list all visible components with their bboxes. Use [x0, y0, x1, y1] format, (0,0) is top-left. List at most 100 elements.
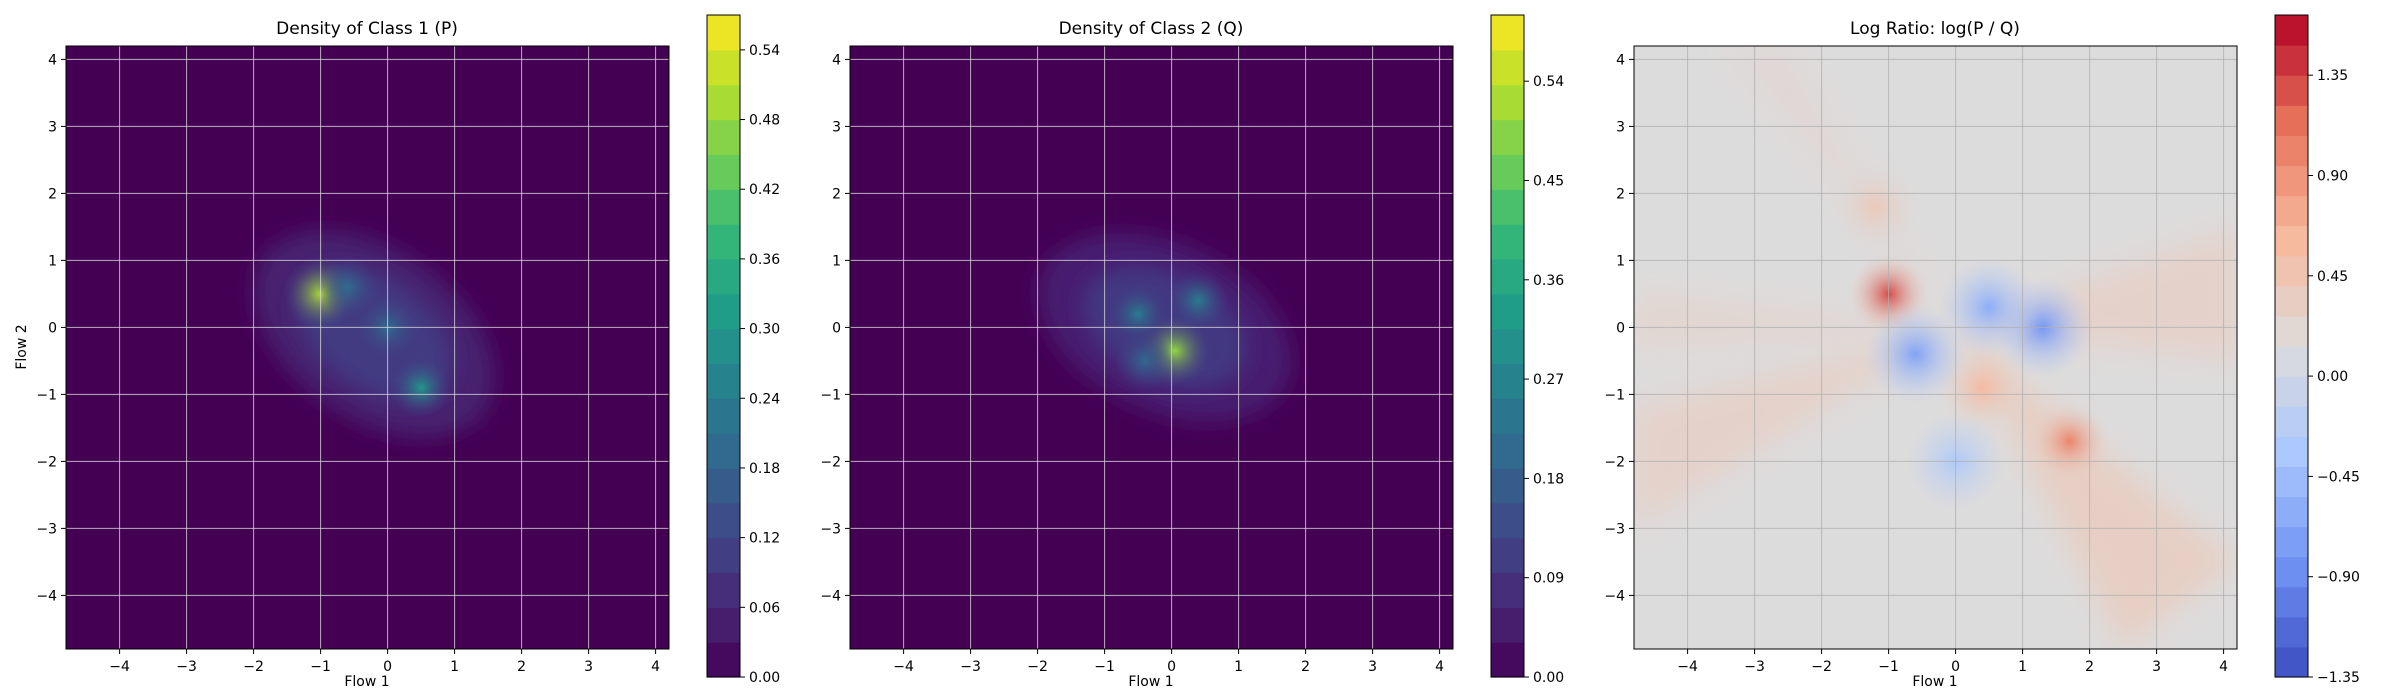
panel-3-colorbar-band [2275, 285, 2308, 317]
panel-3-x-tick-label: −3 [1744, 659, 1765, 675]
panel-1-y-tick-label: −2 [36, 454, 57, 470]
panel-3-colorbar-band [2275, 646, 2308, 678]
panel-1-colorbar-band [707, 502, 740, 539]
panel-2-colorbar-tick-label: 0.36 [1533, 273, 1564, 289]
panel-3-colorbar-band [2275, 15, 2308, 46]
panel-3-y-tick-label: 4 [1616, 52, 1625, 68]
panel-3-colorbar-band [2275, 466, 2308, 498]
panel-3-ratio-hotspot [1824, 156, 1926, 258]
panel-3-colorbar-tick-label: −0.90 [2317, 570, 2360, 586]
panel-2-density-peak [1168, 270, 1229, 331]
panel-1-density-peak [317, 257, 378, 318]
panel-1-x-tick-label: 3 [584, 659, 593, 675]
panel-1-x-tick-label: −1 [310, 659, 331, 675]
panel-3-y-tick-label: −1 [1604, 387, 1625, 403]
panel-3-title: Log Ratio: log(P / Q) [1850, 19, 2020, 39]
panel-3-colorbar-band [2275, 165, 2308, 197]
panel-2-x-tick-label: −2 [1027, 659, 1048, 675]
panel-2-colorbar-band [1491, 572, 1524, 608]
panel-3-colorbar: −1.35 −0.90 −0.45 0.00 0.45 0.90 1.35 [2274, 14, 2360, 686]
panel-2-y-tick-label: 2 [832, 186, 841, 202]
panel-1-colorbar-band [707, 572, 740, 608]
panel-2-x-axis-label: Flow 1 [1128, 674, 1173, 690]
panel-3-ratio-hotspot [2029, 401, 2110, 482]
panel-1-colorbar-band [707, 224, 740, 260]
panel-2-colorbar-band [1491, 433, 1524, 469]
panel-1-colorbar-band [707, 642, 740, 678]
panel-3-colorbar-band [2275, 406, 2308, 437]
panel-2-y-tick-label: 3 [832, 119, 841, 135]
panel-1-x-tick-label: 0 [383, 659, 392, 675]
panel-3-y-tick-label: −2 [1604, 454, 1625, 470]
panel-2-colorbar-band [1491, 189, 1524, 225]
panel-2-colorbar-band [1491, 328, 1524, 365]
panel-3-plot [1633, 45, 2238, 650]
panel-3-colorbar-tick-label: 0.45 [2317, 269, 2348, 285]
panel-3-ratio-hotspot [1938, 257, 2040, 358]
panel-1-y-tick-label: −4 [36, 588, 57, 604]
panel-2-colorbar-tick-label: 0.45 [1533, 174, 1564, 190]
panel-2-colorbar-ticks: 0.00 0.09 0.18 0.27 0.36 0.45 0.54 [1524, 74, 1564, 686]
panel-1-colorbar-band [707, 15, 740, 51]
panel-3-colorbar-band [2275, 496, 2308, 528]
panel-2-colorbar-band [1491, 537, 1524, 574]
panel-2-colorbar-band [1491, 642, 1524, 678]
panel-2-x-tick-label: 4 [1435, 659, 1444, 675]
panel-1-colorbar-tick-label: 0.30 [749, 322, 780, 338]
panel-1-x-tick-label: −4 [109, 659, 130, 675]
panel-1-colorbar-band [707, 189, 740, 225]
panel-2-colorbar-frame [1490, 14, 1525, 678]
panel-3-y-tick-label: 1 [1616, 253, 1625, 269]
panel-1-plot-frame [65, 45, 670, 650]
panel-2-x-tick-label: 2 [1301, 659, 1310, 675]
panel-2-colorbar-band [1491, 293, 1524, 330]
panel-3-y-tick-label: −4 [1604, 588, 1625, 604]
panel-3-plot-frame [1633, 45, 2238, 650]
panel-3-grid [1634, 46, 2237, 649]
panel-3-colorbar-band [2275, 526, 2308, 558]
panel-3: Log Ratio: log(P / Q) −4 −3 −2 −1 0 1 2 3 4 −4 −3… [1604, 14, 2360, 690]
panel-2-y-tick-label: −3 [820, 521, 841, 537]
panel-3-y-tick-label: 3 [1616, 119, 1625, 135]
panel-3-colorbar-band [2275, 436, 2308, 467]
panel-1-plot [65, 45, 670, 650]
panel-1-colorbar-band [707, 49, 740, 86]
panel-3-colorbar-band [2275, 225, 2308, 257]
panel-2-y-tick-label: 1 [832, 253, 841, 269]
panel-2-colorbar-band [1491, 224, 1524, 260]
panel-3-colorbar-band [2275, 315, 2308, 347]
panel-2-density-peak [1107, 283, 1169, 345]
panel-1-colorbar: 0.00 0.06 0.12 0.18 0.24 0.30 0.36 0.42 0.48 0.54 [706, 14, 780, 686]
panel-2-y-tick-label: −2 [820, 454, 841, 470]
panel-3-colorbar-band [2275, 75, 2308, 106]
panel-3-heatmap [1634, 46, 2237, 649]
panel-1-colorbar-band [707, 398, 740, 434]
panel-3-colorbar-tick-label: −0.45 [2317, 469, 2360, 485]
panel-3-x-tick-label: −2 [1811, 659, 1832, 675]
panel-2: Density of Class 2 (Q) −4 −3 −2 −1 0 1 2 3 4 −4−… [820, 14, 1564, 690]
panel-1-x-axis-label: Flow 1 [344, 674, 389, 690]
panel-3-colorbar-band [2275, 556, 2308, 588]
panel-2-colorbar-band [1491, 363, 1524, 399]
panel-1-colorbar-band [707, 328, 740, 365]
panel-3-y-tick-label: 2 [1616, 186, 1625, 202]
panel-2-colorbar-band [1491, 84, 1524, 121]
panel-1-colorbar-band [707, 607, 740, 643]
panel-3-x-tick-label: 2 [2085, 659, 2094, 675]
panel-3-colorbar-bands [2275, 15, 2308, 678]
panel-3-ratio-hotspot [1865, 303, 1966, 405]
panel-2-colorbar-tick-label: 0.09 [1533, 571, 1564, 587]
panel-3-x-tick-label: 0 [1951, 659, 1960, 675]
panel-2-x-tick-label: 1 [1234, 659, 1243, 675]
panel-3-colorbar-band [2275, 195, 2308, 227]
panel-2-x-tick-label: −3 [960, 659, 981, 675]
panel-2-colorbar-band [1491, 258, 1524, 295]
panel-1-density-peak [390, 357, 452, 418]
panel-3-colorbar-frame [2274, 14, 2309, 678]
panel-2-x-tick-label: 3 [1368, 659, 1377, 675]
panel-2-colorbar-band [1491, 607, 1524, 643]
panel-1-colorbar-tick-label: 0.18 [749, 461, 780, 477]
panel-1-y-tick-label: 0 [48, 320, 57, 336]
panel-2-colorbar: 0.00 0.09 0.18 0.27 0.36 0.45 0.54 [1490, 14, 1564, 686]
